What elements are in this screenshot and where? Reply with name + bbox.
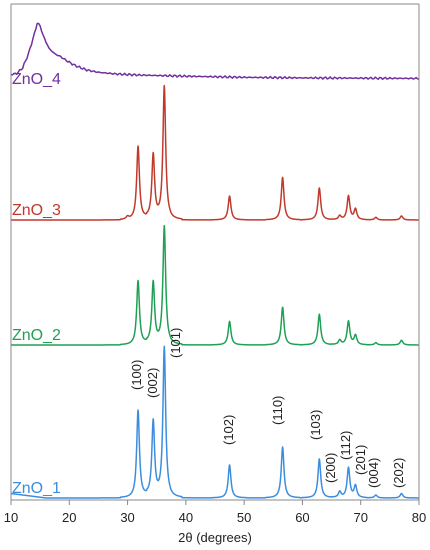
peak-label-103: (103) [308,410,323,440]
series-labels: ZnO_4 ZnO_3 ZnO_2 ZnO_1 [12,71,61,497]
peak-label-102: (102) [221,415,236,445]
series-line-zno-4 [10,22,420,81]
peak-labels: (100) (002) (101) (102) (110) (103)(200)(112)… [129,328,406,488]
peak-label-202: (202) [391,458,406,488]
series-label-zno-2: ZnO_2 [12,327,61,344]
series-line-zno-2 [10,224,420,346]
series-label-zno-3: ZnO_3 [12,202,61,219]
peak-label-110: (110) [270,396,285,425]
series-label-zno-4: ZnO_4 [12,71,61,88]
peak-label-112: (112) [338,431,353,460]
series-traces [10,22,420,499]
x-tick-label-20: 20 [62,510,76,525]
x-tick-label-50: 50 [237,510,251,525]
peak-label-100: (100) [129,360,144,390]
x-axis-title: 2θ (degrees) [178,530,252,545]
axes [10,3,420,501]
series-line-zno-3 [10,84,420,221]
series-label-zno-1: ZnO_1 [12,480,61,497]
x-tick-label-80: 80 [412,510,426,525]
peak-label-101: (101) [168,328,183,358]
x-tick-label-60: 60 [295,510,309,525]
series-line-zno-1 [10,345,420,499]
peak-label-200: (200) [323,453,338,483]
x-tick-label-30: 30 [120,510,134,525]
x-tick-label-40: 40 [179,510,193,525]
peak-label-004: (004) [366,458,381,488]
x-ticks: 10 20 30 40 50 60 70 80 [4,500,426,525]
peak-label-201: (201) [353,445,368,475]
peak-label-002: (002) [145,368,160,398]
x-tick-label-10: 10 [4,510,18,525]
x-tick-label-70: 70 [353,510,367,525]
